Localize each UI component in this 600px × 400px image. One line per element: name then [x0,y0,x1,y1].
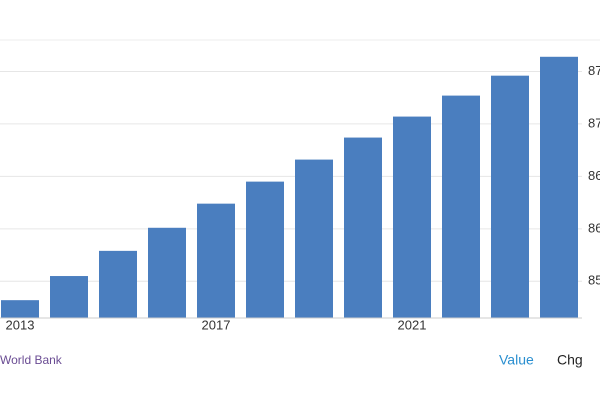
bar [246,181,284,318]
value-tab[interactable]: Value [499,352,534,368]
bar [393,116,431,318]
bar [99,250,137,318]
bar [50,276,88,318]
bar [148,227,186,318]
y-tick-label: 85.5 [588,273,600,288]
y-tick-label: 87 [588,115,600,130]
x-tick-label: 2013 [6,317,35,332]
bar [295,159,333,318]
bar [491,75,529,318]
bar [540,56,578,318]
y-tick-label: 86.5 [588,168,600,183]
x-tick-label: 2017 [202,317,231,332]
bar [1,300,39,318]
chg-tab[interactable]: Chg [557,352,583,368]
bar [344,137,382,318]
bar [197,203,235,318]
y-tick-label: 87.5 [588,63,600,78]
bar [442,95,480,318]
source: World Bank [0,353,63,367]
y-tick-label: 86 [588,220,600,235]
x-tick-label: 2021 [398,317,427,332]
